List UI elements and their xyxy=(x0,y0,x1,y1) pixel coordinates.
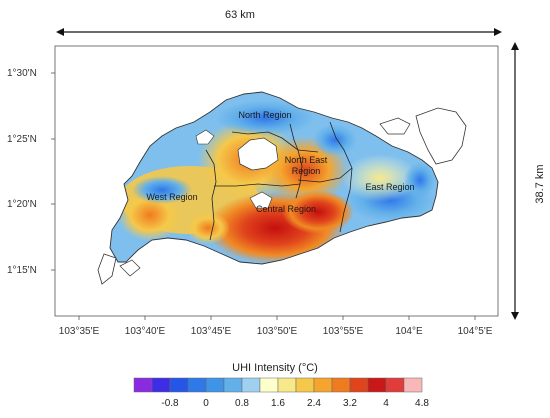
legend-tick-label: 0.8 xyxy=(235,398,249,409)
legend-tick-label: 1.6 xyxy=(271,398,285,409)
region-label-north-east-line2: Region xyxy=(292,166,321,176)
legend-tick-label: 3.2 xyxy=(343,398,357,409)
lat-label: 1°25'N xyxy=(7,134,37,145)
legend-swatch xyxy=(259,377,279,393)
legend-swatch xyxy=(331,377,351,393)
vertical-scale-label: 38.7 km xyxy=(534,164,546,203)
legend-swatch xyxy=(277,377,297,393)
axis-ticks xyxy=(51,72,476,320)
legend-tick-labels: -0.8 0 0.8 1.6 2.4 3.2 4 4.8 xyxy=(161,398,429,409)
lat-label: 1°15'N xyxy=(7,265,37,276)
legend-tick-label: 2.4 xyxy=(307,398,321,409)
vertical-scale-bar xyxy=(511,42,519,320)
region-label-north-east-line1: North East xyxy=(285,155,328,165)
legend-swatch xyxy=(241,377,261,393)
lon-label: 103°45'E xyxy=(191,326,232,337)
legend-title: UHI Intensity (°C) xyxy=(232,362,318,374)
legend-tick-label: 4 xyxy=(383,398,389,409)
region-label-central: Central Region xyxy=(256,204,316,214)
lon-label: 104°5'E xyxy=(458,326,493,337)
legend-swatch xyxy=(385,377,405,393)
legend-swatch xyxy=(403,377,423,393)
legend-swatch xyxy=(349,377,369,393)
legend-colorbar xyxy=(133,377,423,393)
legend-swatch xyxy=(151,377,171,393)
lat-label: 1°20'N xyxy=(7,199,37,210)
legend-swatch xyxy=(205,377,225,393)
legend-swatch xyxy=(295,377,315,393)
legend-tick-label: 4.8 xyxy=(415,398,429,409)
legend-swatch xyxy=(367,377,387,393)
lon-label: 103°40'E xyxy=(125,326,166,337)
legend-swatch xyxy=(133,377,153,393)
legend-swatch xyxy=(187,377,207,393)
region-label-north: North Region xyxy=(238,110,291,120)
legend-swatch xyxy=(313,377,333,393)
horizontal-scale-bar xyxy=(56,28,502,36)
region-label-east: East Region xyxy=(365,182,414,192)
region-label-west: West Region xyxy=(146,192,197,202)
lon-label: 103°35'E xyxy=(59,326,100,337)
lon-label: 103°50'E xyxy=(257,326,298,337)
lat-label: 1°30'N xyxy=(7,68,37,79)
legend-tick-label: 0 xyxy=(203,398,209,409)
legend-swatch xyxy=(169,377,189,393)
legend-tick-label: -0.8 xyxy=(161,398,179,409)
lon-label: 104°E xyxy=(395,326,423,337)
legend-swatch xyxy=(223,377,243,393)
lon-label: 103°55'E xyxy=(323,326,364,337)
horizontal-scale-label: 63 km xyxy=(225,9,255,21)
